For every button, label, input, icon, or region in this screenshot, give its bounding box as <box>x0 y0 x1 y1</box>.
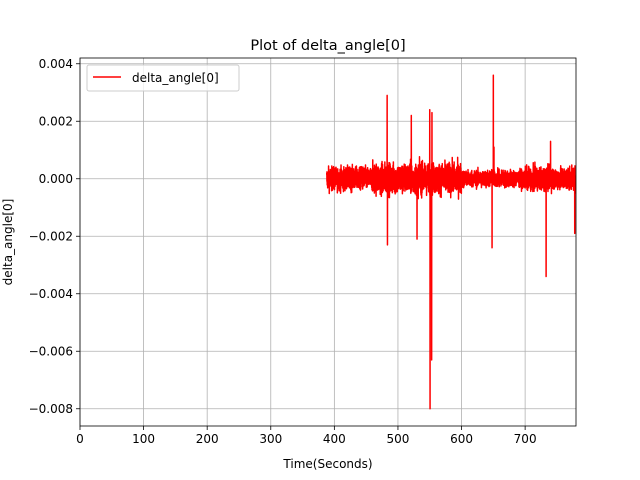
x-tick-label: 700 <box>514 432 537 446</box>
legend-box <box>86 64 240 92</box>
x-tick-label: 100 <box>132 432 155 446</box>
x-tick-label: 600 <box>450 432 473 446</box>
x-axis: 0 100 200 300 400 500 600 700 <box>76 426 537 446</box>
legend: delta_angle[0] <box>86 64 240 92</box>
x-tick-label: 500 <box>386 432 409 446</box>
y-axis-label: delta_angle[0] <box>1 199 15 286</box>
y-tick-label: −0.008 <box>29 402 73 416</box>
x-tick-label: 200 <box>196 432 219 446</box>
grid <box>79 58 576 426</box>
chart-title: Plot of delta_angle[0] <box>250 38 405 54</box>
axes-frame <box>79 57 577 427</box>
y-tick-label: −0.002 <box>29 229 73 243</box>
x-tick-label: 0 <box>76 432 84 446</box>
y-tick-label: −0.004 <box>29 287 73 301</box>
x-axis-label: Time(Seconds) <box>282 457 372 471</box>
plot-area <box>325 74 576 410</box>
y-tick-label: 0.004 <box>39 57 73 71</box>
y-tick-label: −0.006 <box>29 344 73 358</box>
y-axis: −0.008 −0.006 −0.004 −0.002 0.000 0.002 0.004 <box>29 57 80 416</box>
legend-label: delta_angle[0] <box>132 71 219 85</box>
y-tick-label: 0.002 <box>39 114 73 128</box>
x-tick-label: 400 <box>323 432 346 446</box>
series-line-delta-angle-0 <box>325 74 576 410</box>
y-tick-label: 0.000 <box>39 172 73 186</box>
x-tick-label: 300 <box>259 432 282 446</box>
